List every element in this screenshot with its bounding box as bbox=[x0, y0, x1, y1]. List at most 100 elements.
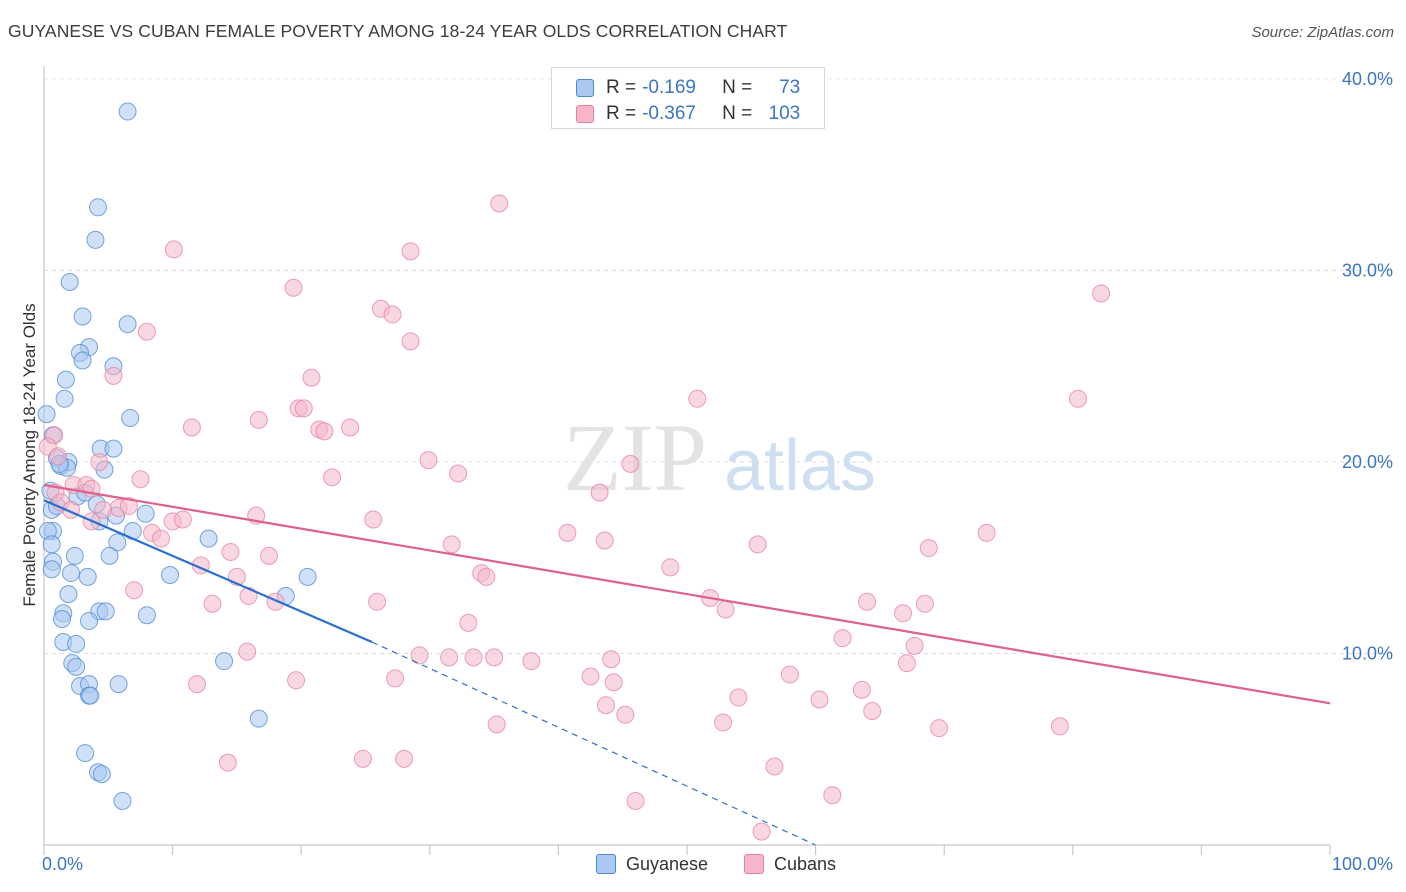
cubans-point bbox=[152, 529, 171, 548]
axes bbox=[43, 66, 1331, 855]
cubans-point bbox=[164, 240, 183, 259]
guyanese-point bbox=[76, 744, 95, 763]
stats-box: R = -0.169 N = 73 R = -0.367 N = 103 bbox=[551, 67, 825, 129]
guyanese-legend-swatch bbox=[596, 854, 616, 874]
cubans-point bbox=[364, 510, 383, 529]
guyanese-point bbox=[100, 546, 119, 565]
cubans-point bbox=[401, 242, 420, 261]
guyanese-point bbox=[42, 560, 61, 579]
x-tick-label-max: 100.0% bbox=[1332, 854, 1393, 874]
cubans-point bbox=[604, 673, 623, 692]
cubans-point bbox=[765, 757, 784, 776]
cubans-point bbox=[595, 531, 614, 550]
y-tick-label: 20.0% bbox=[1342, 452, 1393, 472]
guyanese-trend-line bbox=[43, 499, 373, 644]
guyanese-point bbox=[109, 675, 128, 694]
cubans-point bbox=[919, 539, 938, 558]
cubans-point bbox=[621, 454, 640, 473]
cubans-point bbox=[1068, 389, 1087, 408]
cubans-point bbox=[249, 410, 268, 429]
guyanese-trend-line-extension bbox=[371, 641, 816, 846]
guyanese-point bbox=[249, 709, 268, 728]
x-tick-label-min: 0.0% bbox=[42, 854, 83, 874]
guyanese-point bbox=[80, 611, 99, 630]
grid-lines bbox=[44, 78, 1395, 654]
cubans-point bbox=[302, 368, 321, 387]
cubans-point bbox=[368, 592, 387, 611]
cubans-point bbox=[182, 418, 201, 437]
guyanese-point bbox=[215, 652, 234, 671]
guyanese-point bbox=[118, 315, 137, 334]
stats-row-cubans: R = -0.367 N = 103 bbox=[576, 103, 800, 125]
cubans-point bbox=[383, 305, 402, 324]
cubans-point bbox=[894, 604, 913, 623]
cubans-point bbox=[131, 470, 150, 489]
cubans-point bbox=[522, 652, 541, 671]
n-value: 103 bbox=[768, 103, 801, 124]
cubans-point bbox=[94, 500, 113, 519]
y-tick-label: 30.0% bbox=[1342, 261, 1393, 281]
cubans-point bbox=[119, 497, 138, 516]
guyanese-point bbox=[60, 272, 79, 291]
cubans-point bbox=[449, 464, 468, 483]
y-tick-label: 40.0% bbox=[1342, 69, 1393, 89]
guyanese-point bbox=[37, 405, 56, 424]
cubans-point bbox=[459, 613, 478, 632]
cubans-point bbox=[315, 422, 334, 441]
guyanese-point bbox=[298, 567, 317, 586]
cubans-point bbox=[490, 194, 509, 213]
cubans-point bbox=[748, 535, 767, 554]
legend-guyanese[interactable]: Guyanese bbox=[596, 852, 708, 876]
guyanese-point bbox=[137, 606, 156, 625]
cubans-point bbox=[419, 451, 438, 470]
cubans-point bbox=[440, 648, 459, 667]
cubans-point bbox=[287, 671, 306, 690]
guyanese-point bbox=[67, 657, 86, 676]
cubans-point bbox=[401, 332, 420, 351]
cubans-point bbox=[487, 715, 506, 734]
cubans-point bbox=[626, 791, 645, 810]
guyanese-point bbox=[67, 634, 86, 653]
cubans-point bbox=[260, 546, 279, 565]
source-label: Source: ZipAtlas.com bbox=[1251, 24, 1394, 41]
cubans-point bbox=[716, 600, 735, 619]
cubans-point bbox=[823, 786, 842, 805]
guyanese-point bbox=[86, 230, 105, 249]
cubans-point bbox=[218, 753, 237, 772]
watermark: ZIP atlas bbox=[563, 404, 876, 511]
guyanese-point bbox=[89, 198, 108, 217]
watermark-atlas: atlas bbox=[724, 426, 876, 506]
cubans-point bbox=[729, 688, 748, 707]
cubans-point bbox=[464, 648, 483, 667]
cubans-swatch bbox=[576, 105, 594, 123]
legend-cubans[interactable]: Cubans bbox=[744, 852, 836, 876]
cubans-point bbox=[477, 567, 496, 586]
cubans-point bbox=[581, 667, 600, 686]
cubans-point bbox=[104, 366, 123, 385]
guyanese-point bbox=[73, 351, 92, 370]
guyanese-point bbox=[113, 791, 132, 810]
cubans-point bbox=[341, 418, 360, 437]
cubans-point bbox=[410, 646, 429, 665]
guyanese-point bbox=[96, 602, 115, 621]
cubans-point bbox=[203, 594, 222, 613]
data-points bbox=[37, 102, 1111, 841]
cubans-point bbox=[905, 636, 924, 655]
cubans-point bbox=[125, 581, 144, 600]
cubans-point bbox=[915, 594, 934, 613]
cubans-point bbox=[780, 665, 799, 684]
cubans-point bbox=[661, 558, 680, 577]
cubans-point bbox=[1092, 284, 1111, 303]
cubans-point bbox=[173, 510, 192, 529]
guyanese-point bbox=[53, 610, 72, 629]
cubans-point bbox=[188, 675, 207, 694]
cubans-point bbox=[858, 592, 877, 611]
guyanese-point bbox=[62, 564, 81, 583]
cubans-point bbox=[238, 642, 257, 661]
tick-labels: 10.0% 20.0% 30.0% 40.0% 0.0% 100.0% bbox=[42, 69, 1393, 874]
guyanese-point bbox=[199, 529, 218, 548]
n-label: N = bbox=[722, 77, 753, 98]
r-value: -0.367 bbox=[642, 103, 696, 124]
chart-title: GUYANESE VS CUBAN FEMALE POVERTY AMONG 1… bbox=[8, 21, 788, 41]
